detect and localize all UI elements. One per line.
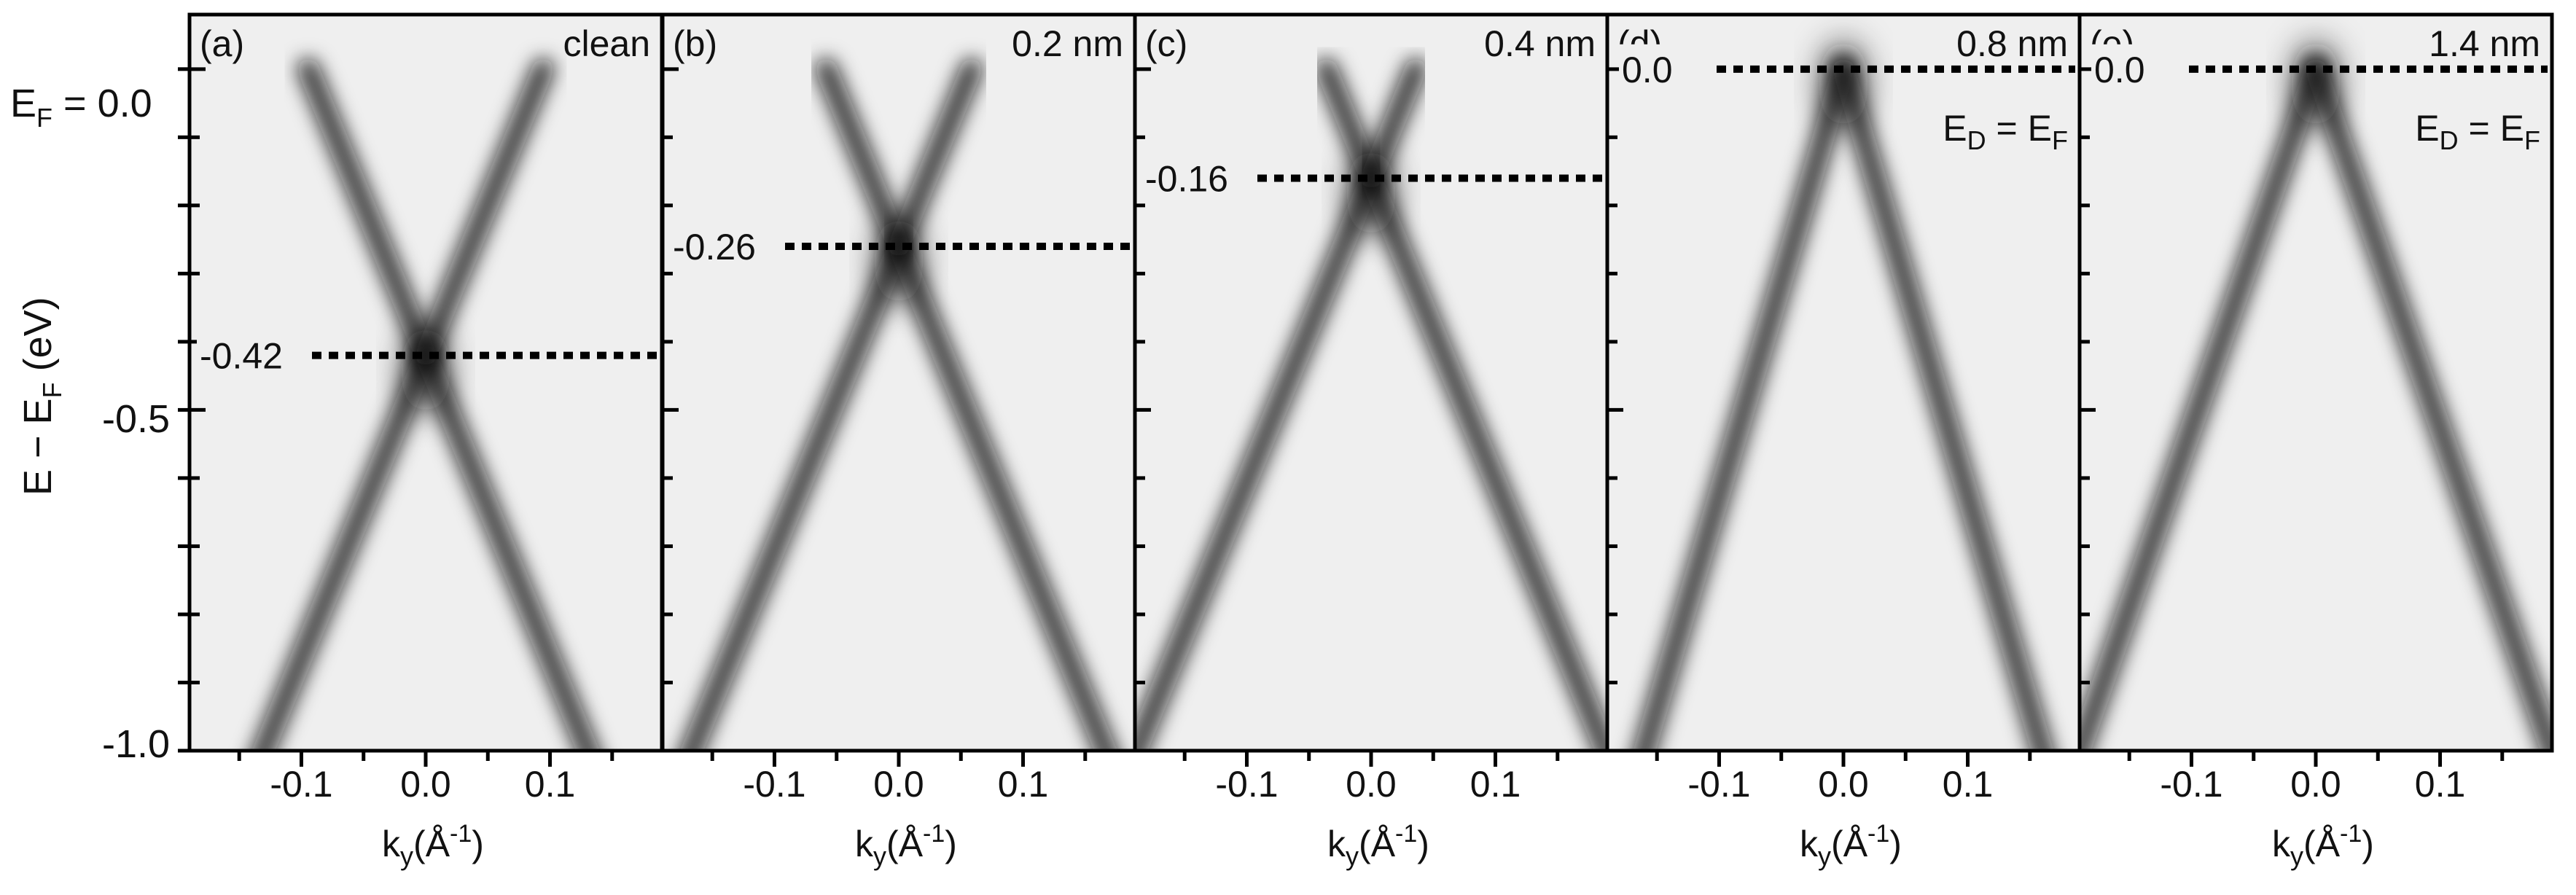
dirac-point-label: 0.0 — [2094, 50, 2145, 90]
upper-cone-branch-left — [297, 58, 437, 367]
x-tick-label: 0.0 — [2290, 764, 2341, 805]
dirac-point-intensity — [1819, 39, 1868, 128]
dirac-label-background — [670, 221, 779, 267]
upper-cone-branch-right — [888, 58, 983, 257]
panels: -0.1 0.0 0.1 ky(Å-1) (a) clean -0.42 -0.1 0.0 0.1… — [178, 12, 2554, 871]
ed-equals-ef-label: ED = EF — [1943, 108, 2068, 155]
x-axis-label: ky(Å-1) — [1800, 820, 1902, 871]
y-axis: EF = 0.0 -0.5 -1.0 E − EF (eV) — [10, 82, 170, 766]
panel-4: -0.1 0.0 0.1ky(Å-1)(d) 0.8 nm0.0ED = EF — [1605, 12, 2082, 871]
ed-equals-ef-label: ED = EF — [2415, 108, 2540, 155]
x-tick-label: 0.1 — [998, 764, 1049, 805]
upper-cone-branch-right — [415, 58, 555, 367]
condition-label: 0.8 nm — [1956, 23, 2068, 64]
band-dispersion — [251, 58, 600, 751]
condition-label: 0.2 nm — [1012, 23, 1123, 64]
lower-cone-branch-right — [1833, 58, 2054, 751]
x-tick-label: -0.1 — [270, 764, 332, 805]
lower-cone-branch-left — [679, 235, 910, 751]
panel-label: (a) — [200, 23, 244, 64]
y-tick-label-neg-0-5: -0.5 — [102, 397, 170, 441]
dirac-point-label: -0.42 — [200, 336, 283, 377]
y-tick-label-ef: EF = 0.0 — [10, 82, 152, 133]
lower-cone-branch-left — [1633, 58, 1854, 751]
x-tick-label: 0.0 — [1346, 764, 1397, 805]
panel-label: (c) — [1145, 23, 1187, 64]
condition-label: 1.4 nm — [2429, 23, 2540, 64]
panel-3: -0.1 0.0 0.1 ky(Å-1) (c) 0.4 nm -0.16 — [1133, 12, 1609, 871]
x-tick-label: 0.1 — [1943, 764, 1994, 805]
lower-cone-branch-right — [1360, 167, 1607, 751]
x-tick-label: 0.0 — [873, 764, 924, 805]
dirac-point-label: -0.16 — [1145, 158, 1228, 199]
y-tick-label-neg-1-0: -1.0 — [102, 722, 170, 766]
x-tick-label: 0.0 — [1818, 764, 1869, 805]
lower-cone-branch-right — [2305, 58, 2552, 751]
dirac-point-intensity — [401, 326, 450, 414]
panel-background — [2080, 15, 2552, 751]
dirac-label-background — [197, 330, 306, 376]
lower-cone-branch-left — [2080, 58, 2327, 751]
x-tick-label: 0.1 — [1470, 764, 1521, 805]
x-tick-label: 0.1 — [2415, 764, 2466, 805]
band-dispersion — [1633, 39, 2054, 751]
lower-cone-branch-right — [888, 235, 1118, 751]
panel-background — [1135, 15, 1607, 751]
dirac-point-intensity — [874, 216, 924, 305]
x-tick-label: -0.1 — [1215, 764, 1278, 805]
dirac-point-label: -0.26 — [673, 227, 756, 267]
band-dispersion — [679, 58, 1118, 751]
band-dispersion — [1135, 58, 1607, 751]
x-tick-label: 0.0 — [400, 764, 451, 805]
panel-2: -0.1 0.0 0.1 ky(Å-1) (b) 0.2 nm -0.26 — [660, 12, 1137, 871]
dirac-label-background — [2091, 44, 2183, 90]
dirac-point-label: 0.0 — [1622, 50, 1673, 90]
dirac-point-intensity — [2291, 39, 2341, 128]
lower-cone-branch-right — [415, 344, 600, 751]
x-axis-label: ky(Å-1) — [382, 820, 484, 871]
y-axis-label: E − EF (eV) — [16, 297, 67, 496]
band-dispersion — [2080, 39, 2552, 751]
x-tick-label: -0.1 — [743, 764, 805, 805]
x-axis-label: ky(Å-1) — [855, 820, 957, 871]
dirac-label-background — [1142, 153, 1252, 199]
lower-cone-branch-left — [1135, 167, 1382, 751]
lower-cone-branch-left — [251, 344, 437, 751]
panel-1: -0.1 0.0 0.1 ky(Å-1) (a) clean -0.42 — [178, 12, 664, 871]
condition-label: 0.4 nm — [1484, 23, 1596, 64]
x-tick-label: -0.1 — [1687, 764, 1750, 805]
dirac-point-intensity — [1346, 149, 1396, 237]
panel-5: -0.1 0.0 0.1ky(Å-1)(e) 1.4 nm0.0ED = EF — [2077, 12, 2554, 871]
x-axis-label: ky(Å-1) — [2272, 820, 2374, 871]
panel-label: (b) — [673, 23, 717, 64]
x-tick-label: 0.1 — [525, 764, 576, 805]
x-tick-label: -0.1 — [2160, 764, 2222, 805]
x-axis-label: ky(Å-1) — [1327, 820, 1429, 871]
condition-label: clean — [563, 23, 650, 64]
upper-cone-branch-left — [815, 58, 910, 257]
dirac-label-background — [1619, 44, 1711, 90]
